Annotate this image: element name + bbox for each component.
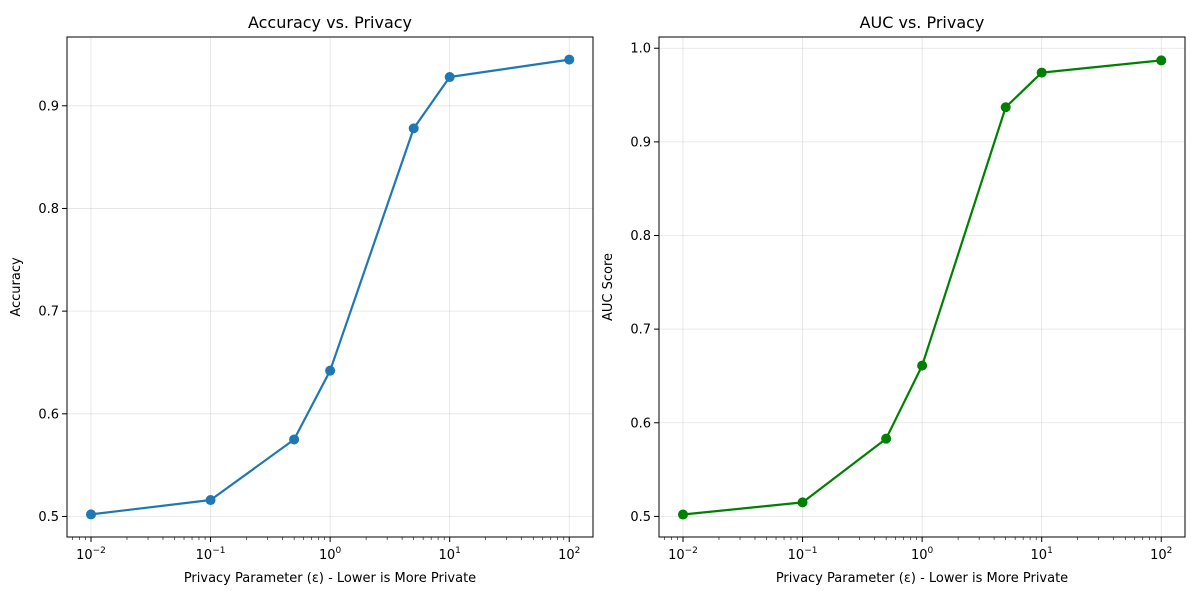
x-tick-label: 10−2 [76, 546, 106, 563]
data-point [564, 54, 575, 65]
grid [659, 37, 1185, 537]
x-tick-label: 10−1 [788, 546, 818, 563]
ticks: 10−2 10−1 100 101 102 0.5 0.6 0.7 0.8 0.9 1.0 [630, 42, 1172, 563]
x-tick-label: 102 [1150, 546, 1172, 563]
y-tick-label: 0.5 [630, 510, 651, 525]
y-tick-label: 0.9 [630, 135, 651, 150]
y-tick-label: 0.7 [630, 323, 651, 338]
y-axis-label: Accuracy [9, 257, 24, 317]
data-point [677, 509, 688, 520]
y-tick-label: 1.0 [630, 42, 651, 57]
data-point [444, 72, 455, 83]
y-tick-label: 0.9 [38, 99, 59, 114]
y-tick-label: 0.5 [38, 510, 59, 525]
y-tick-label: 0.8 [38, 202, 59, 217]
data-point [1156, 55, 1167, 66]
data-point [1000, 102, 1011, 113]
data-point [1036, 67, 1047, 78]
chart-title: Accuracy vs. Privacy [248, 13, 412, 32]
x-tick-label: 102 [558, 546, 580, 563]
data-point [325, 365, 336, 376]
y-tick-label: 0.6 [38, 407, 59, 422]
y-axis-label: AUC Score [601, 253, 616, 321]
accuracy-chart: Accuracy vs. Privacy Privacy Parameter (… [9, 13, 594, 586]
y-tick-label: 0.7 [38, 305, 59, 320]
auc-chart: AUC vs. Privacy Privacy Parameter (ε) - … [601, 13, 1186, 586]
x-tick-label: 101 [1031, 546, 1053, 563]
plot-frame [658, 36, 1186, 538]
data-point [881, 433, 892, 444]
data-point [85, 509, 96, 520]
x-tick-label: 10−1 [196, 546, 226, 563]
data-point [205, 495, 216, 506]
x-tick-label: 100 [911, 546, 934, 563]
y-tick-label: 0.6 [630, 416, 651, 431]
data-point [289, 434, 300, 445]
data-point [408, 123, 419, 134]
x-tick-label: 100 [319, 546, 342, 563]
chart-title: AUC vs. Privacy [860, 13, 985, 32]
x-tick-label: 10−2 [668, 546, 698, 563]
grid [67, 37, 593, 537]
x-axis-label: Privacy Parameter (ε) - Lower is More Pr… [776, 571, 1068, 586]
plot-frame [66, 36, 594, 538]
ticks: 10−2 10−1 100 101 102 0.5 0.6 0.7 0.8 0.9 [38, 99, 580, 563]
x-tick-label: 101 [439, 546, 461, 563]
y-tick-label: 0.8 [630, 229, 651, 244]
x-axis-label: Privacy Parameter (ε) - Lower is More Pr… [184, 571, 476, 586]
data-point [917, 360, 928, 371]
data-point [797, 497, 808, 508]
